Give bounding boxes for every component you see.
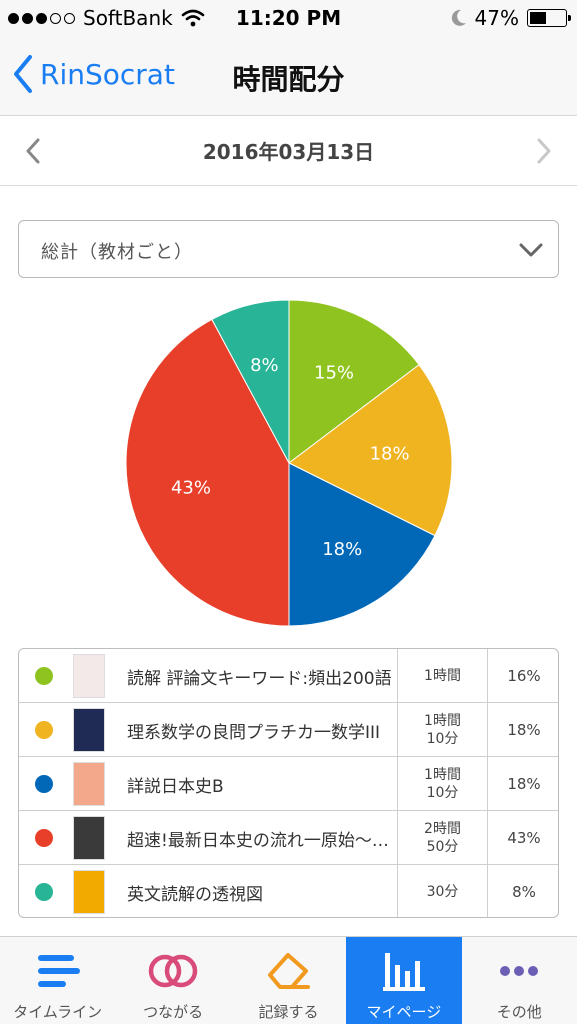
- more-icon: [500, 966, 539, 976]
- legend-color-dot: [35, 667, 53, 685]
- carrier-label: SoftBank: [83, 6, 173, 30]
- current-date: 2016年03月13日: [202, 140, 375, 164]
- battery-percent: 47%: [474, 6, 519, 30]
- tab-timeline[interactable]: タイムライン: [0, 937, 115, 1024]
- book-thumbnail: [73, 816, 105, 860]
- study-time: 1時間 10分: [397, 757, 487, 811]
- time-percent: 18%: [487, 757, 558, 811]
- table-row[interactable]: 詳説日本史B 1時間 10分 18%: [19, 757, 558, 811]
- status-right: 47%: [451, 6, 571, 30]
- material-title: 読解 評論文キーワード:頻出200語: [127, 669, 392, 689]
- next-date-button[interactable]: [529, 134, 559, 168]
- material-title: 詳説日本史B: [127, 777, 224, 797]
- back-button-label: RinSocrat: [40, 57, 175, 91]
- legend-color-dot: [35, 775, 53, 793]
- tab-label: マイページ: [366, 1003, 442, 1021]
- book-thumbnail: [73, 870, 105, 914]
- pie-slice-label: 15%: [314, 363, 354, 384]
- pie-slice: [125, 318, 290, 627]
- signal-icon: [8, 12, 75, 24]
- study-time: 1時間: [397, 649, 487, 703]
- table-row[interactable]: 超速!最新日本史の流れ一原始～近代 2時間 50分 43%: [19, 811, 558, 865]
- study-time: 2時間 50分: [397, 811, 487, 865]
- table-row[interactable]: 英文読解の透視図 30分 8%: [19, 865, 558, 917]
- legend-color-dot: [35, 829, 53, 847]
- battery-fill: [530, 12, 546, 24]
- pie-chart-svg: 15% 18% 18% 43% 8%: [125, 299, 453, 627]
- pie-slice: [288, 364, 453, 537]
- pie-slice: [288, 462, 436, 627]
- bar-chart-icon: [382, 953, 425, 991]
- pie-slice-label: 18%: [370, 444, 410, 465]
- study-time-line2: 10分: [426, 731, 459, 747]
- tab-record[interactable]: 記録する: [231, 937, 346, 1024]
- time-percent: 18%: [487, 703, 558, 757]
- material-breakdown-table: 読解 評論文キーワード:頻出200語 1時間 16% 理系数学の良問プラチカ一数学II…: [18, 648, 559, 918]
- legend-color-dot: [35, 883, 53, 901]
- table-row[interactable]: 読解 評論文キーワード:頻出200語 1時間 16%: [19, 649, 558, 703]
- legend-color-dot: [35, 721, 53, 739]
- book-thumbnail: [73, 762, 105, 806]
- timeline-icon: [37, 955, 80, 987]
- material-title: 超速!最新日本史の流れ一原始～近代: [127, 831, 395, 851]
- eraser-icon: [268, 953, 311, 989]
- date-bar: 2016年03月13日: [0, 116, 577, 186]
- pie-slice-label: 18%: [322, 539, 362, 560]
- pie-slice: [288, 299, 420, 465]
- material-title: 理系数学の良問プラチカ一数学III: [127, 723, 381, 743]
- wifi-icon: [181, 9, 205, 27]
- study-time-line1: 1時間: [424, 713, 461, 729]
- chevron-down-icon: [519, 243, 543, 257]
- book-thumbnail: [73, 708, 105, 752]
- aggregation-select[interactable]: 総計（教材ごと）: [18, 220, 559, 278]
- material-title: 英文読解の透視図: [127, 885, 263, 905]
- rings-icon: [148, 954, 198, 988]
- previous-date-button[interactable]: [18, 134, 48, 168]
- moon-icon: [451, 9, 466, 26]
- table-row[interactable]: 理系数学の良問プラチカ一数学III 1時間 10分 18%: [19, 703, 558, 757]
- study-time-line1: 2時間: [424, 821, 461, 837]
- study-time: 1時間 10分: [397, 703, 487, 757]
- navigation-bar: RinSocrat 時間配分: [0, 38, 577, 116]
- tab-bar: タイムライン つながる 記録する マイページ その他: [0, 936, 577, 1024]
- tab-other[interactable]: その他: [462, 937, 577, 1024]
- time-percent: 8%: [487, 865, 558, 917]
- tab-label: タイムライン: [13, 1003, 103, 1021]
- pie-slice: [211, 299, 290, 464]
- time-percent: 16%: [487, 649, 558, 703]
- battery-icon: [527, 9, 571, 27]
- pie-slice-label: 43%: [171, 478, 211, 499]
- aggregation-select-value: 総計（教材ごと）: [41, 242, 193, 263]
- pie-slice-label: 8%: [250, 355, 279, 376]
- tab-label: 記録する: [258, 1003, 319, 1021]
- tab-mypage[interactable]: マイページ: [346, 937, 462, 1024]
- study-time-line1: 1時間: [424, 668, 461, 684]
- tab-label: その他: [496, 1003, 542, 1021]
- status-bar: SoftBank 11:20 PM 47%: [0, 0, 577, 38]
- tab-label: つながる: [143, 1003, 204, 1021]
- chevron-left-icon: [14, 55, 32, 93]
- status-time: 11:20 PM: [235, 6, 342, 30]
- study-time: 30分: [397, 865, 487, 917]
- study-time-line1: 1時間: [424, 767, 461, 783]
- time-distribution-pie-chart: 15% 18% 18% 43% 8%: [124, 298, 454, 628]
- tab-connect[interactable]: つながる: [115, 937, 230, 1024]
- study-time-line1: 30分: [426, 884, 459, 900]
- time-percent: 43%: [487, 811, 558, 865]
- book-thumbnail: [73, 654, 105, 698]
- study-time-line2: 10分: [426, 785, 459, 801]
- status-left: SoftBank: [8, 6, 205, 30]
- back-button[interactable]: RinSocrat: [12, 54, 175, 94]
- study-time-line2: 50分: [426, 839, 459, 855]
